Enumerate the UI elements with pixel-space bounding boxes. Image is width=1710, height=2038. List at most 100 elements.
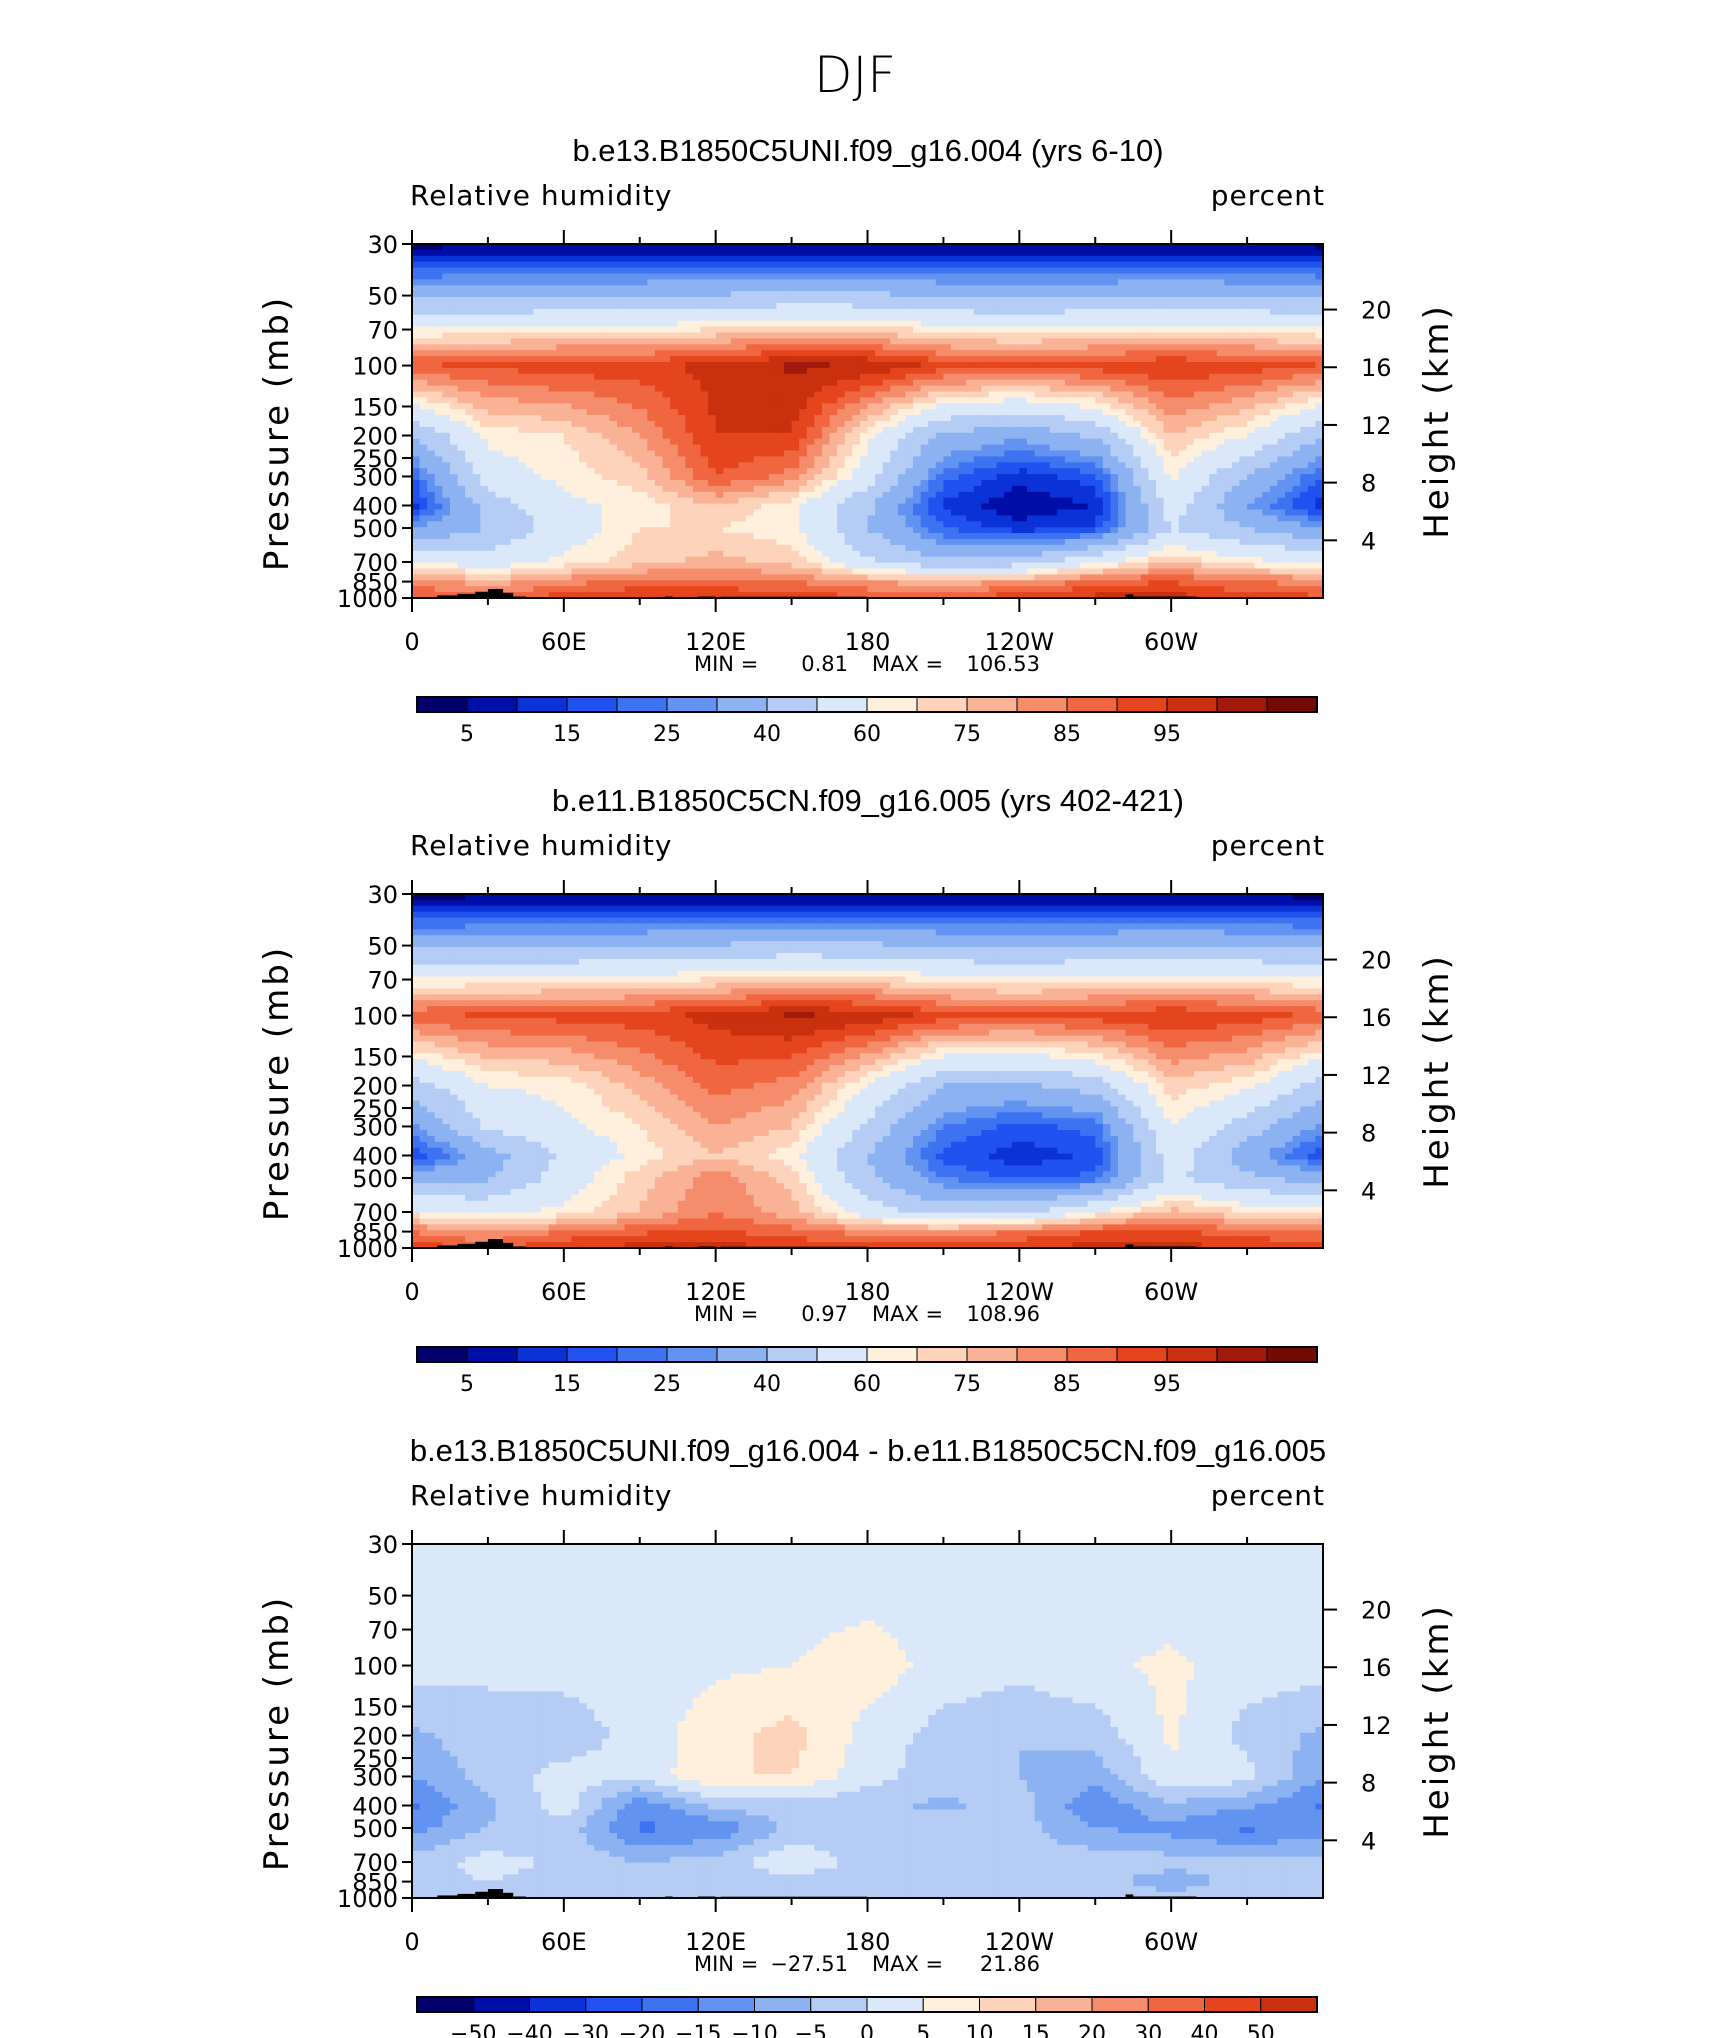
field-cell [723,291,732,298]
field-cell [935,456,945,463]
field-cell [601,273,610,280]
field-cell [776,285,785,292]
field-cell [495,326,504,334]
field-cell [1042,303,1051,310]
field-cell [1148,456,1157,463]
field-cell [1224,468,1233,475]
field-cell [1004,326,1013,334]
field-cell [427,474,436,481]
field-cell [1064,344,1074,351]
field-cell [639,267,648,275]
field-cell [1292,385,1301,393]
field-cell [662,279,671,286]
field-cell [996,432,1005,440]
field-cell [875,485,884,493]
field-cell [412,344,421,351]
field-cell [1247,403,1256,410]
field-cell [1072,320,1081,328]
field-cell [1072,480,1081,487]
field-cell [685,444,694,452]
field-cell [1125,415,1134,422]
field-cell [882,297,891,304]
field-cell [1148,362,1157,369]
field-cell [457,297,466,304]
field-cell [1026,356,1036,363]
field-cell [738,362,747,369]
field-cell [1087,426,1096,434]
field-cell [632,474,641,481]
field-cell [601,326,610,334]
field-cell [799,320,808,328]
field-cell [1262,314,1271,322]
field-cell [670,326,679,334]
field-cell [1042,244,1051,251]
field-cell [1315,291,1324,298]
field-cell [1125,338,1134,345]
field-cell [996,438,1005,446]
field-cell [753,338,762,345]
field-cell [1026,249,1036,257]
field-cell [480,373,489,381]
field-cell [510,314,519,322]
field-cell [1072,421,1081,428]
field-cell [677,273,686,280]
field-cell [943,367,952,375]
field-cell [487,456,497,463]
field-cell [662,450,671,457]
field-cell [624,462,633,469]
field-cell [988,432,998,440]
field-cell [1269,344,1279,351]
field-cell [1133,403,1142,410]
field-cell [1095,303,1104,310]
field-cell [434,326,443,334]
field-cell [1057,291,1066,298]
field-cell [715,249,724,257]
field-cell [920,403,929,410]
field-cell [442,314,451,322]
field-cell [913,338,922,345]
field-cell [571,426,580,434]
field-cell [859,450,869,457]
field-cell [639,444,648,452]
field-cell [1262,432,1271,440]
field-cell [829,285,838,292]
field-cell [1171,415,1180,422]
field-cell [1186,391,1195,398]
field-cell [1163,468,1172,475]
field-cell [1004,362,1013,369]
field-cell [670,338,679,345]
field-cell [928,385,937,393]
field-cell [1155,379,1165,387]
field-cell [677,480,686,487]
field-cell [1125,308,1134,316]
field-cell [761,474,770,481]
field-cell [647,450,656,457]
field-cell [419,344,428,351]
field-cell [449,444,459,452]
field-cell [1125,285,1134,292]
field-cell [685,379,694,387]
field-cell [571,456,580,463]
field-cell [563,426,573,434]
field-cell [1110,367,1119,375]
field-cell [1262,320,1271,328]
field-cell [487,385,497,393]
field-cell [525,255,535,263]
field-cell [533,285,542,292]
field-cell [867,244,876,251]
field-cell [685,350,694,357]
field-cell [1140,279,1149,286]
field-cell [1315,320,1324,328]
field-cell [958,255,967,263]
field-cell [487,332,497,339]
field-cell [715,308,724,316]
field-cell [844,320,853,328]
field-cell [449,367,459,375]
field-cell [1080,326,1089,334]
field-cell [632,415,641,422]
field-cell [1231,426,1241,434]
field-cell [510,379,519,387]
field-cell [1072,338,1081,345]
field-cell [616,261,626,269]
field-cell [829,474,838,481]
